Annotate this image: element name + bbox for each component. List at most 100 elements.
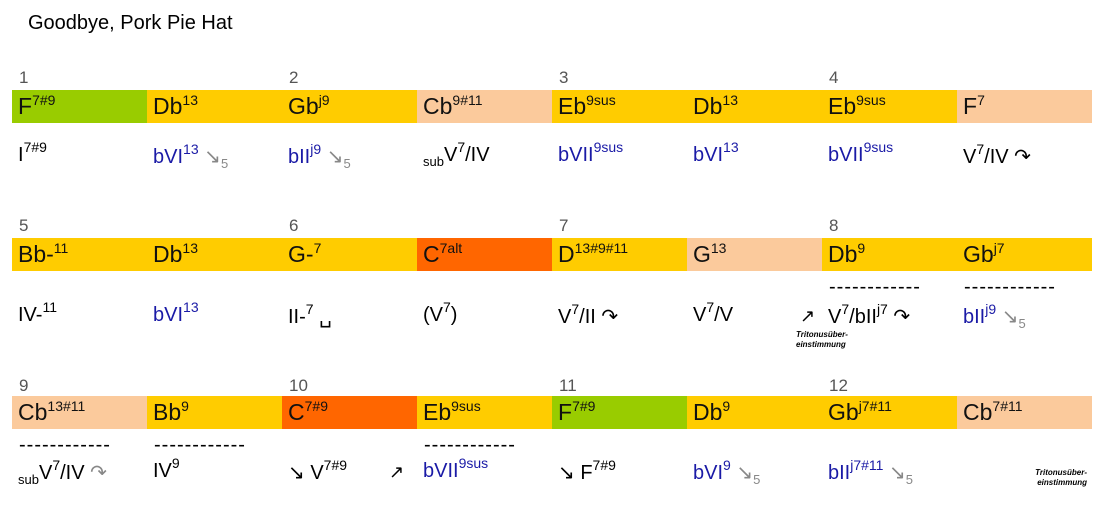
- analysis-superscript: 7: [457, 139, 466, 155]
- chord-root: Eb: [423, 399, 452, 425]
- analysis: IV9: [153, 456, 180, 483]
- chord-root: F: [558, 399, 573, 425]
- bar-number: 7: [559, 216, 569, 235]
- analysis: ↘ F7#9: [558, 457, 616, 485]
- chord-extension: 13: [182, 92, 198, 108]
- analysis-superscript: 9: [171, 455, 180, 471]
- chord-root: C: [288, 399, 305, 425]
- chord-cell: Db9: [687, 396, 822, 429]
- chord: Db13: [147, 238, 282, 271]
- chord-extension: 7#9: [572, 398, 596, 414]
- analysis-text: II-: [288, 306, 306, 328]
- chord-cell: Db9: [822, 238, 957, 271]
- resolution-arrow: ↷: [84, 462, 107, 484]
- analysis-superscript: 13: [183, 141, 199, 157]
- chord-root: Gb: [288, 93, 319, 119]
- resolution-interval: 5: [905, 472, 914, 487]
- bar-number: 3: [559, 68, 569, 87]
- analysis-text: V: [963, 146, 977, 168]
- analysis: V7/V: [693, 300, 734, 327]
- chord-root: Cb: [963, 399, 993, 425]
- analysis-text: ↘ V: [288, 462, 324, 484]
- analysis-text: /II ↷: [579, 306, 619, 328]
- divider-dashes: ------------: [829, 276, 921, 298]
- chord-cell: Db13: [687, 90, 822, 123]
- chord-cell: Eb9sus: [417, 396, 552, 429]
- resolution-interval: 5: [220, 156, 229, 171]
- chord-extension: 7alt: [439, 240, 463, 256]
- chord: Db9: [687, 396, 822, 429]
- analysis-text: bVII: [423, 460, 459, 482]
- analysis-superscript: j9: [310, 141, 322, 157]
- chord-cell: Db13: [147, 90, 282, 123]
- analysis-superscript: 7: [706, 299, 715, 315]
- chord-root: F: [18, 93, 33, 119]
- bar-number: 12: [829, 376, 848, 395]
- chord-cell: Db13: [147, 238, 282, 271]
- chord-root: F: [963, 93, 978, 119]
- resolution-interval: 5: [343, 156, 351, 171]
- chord-extension: 9: [722, 398, 731, 414]
- analysis-text: ): [450, 304, 458, 326]
- analysis-subscript: sub: [423, 154, 444, 169]
- analysis: V7/bIIj7 ↷: [828, 301, 910, 329]
- analysis-text: /V: [714, 304, 734, 326]
- chord-extension: 13: [722, 92, 738, 108]
- chord-cell: Cb7#11: [957, 396, 1092, 429]
- annotation-line: einstimmung: [1037, 478, 1087, 487]
- chord-cell: Gbj7#11: [822, 396, 957, 429]
- chord: Bb-11: [12, 238, 147, 271]
- chord: F7#9: [12, 90, 147, 123]
- chord-root: Bb: [153, 399, 182, 425]
- chord-extension: j7#11: [858, 398, 892, 414]
- bar-number: 8: [829, 216, 839, 235]
- annotation-line: Tritonusüber-: [796, 330, 848, 339]
- analysis: IV-11: [18, 300, 57, 327]
- analysis-text: bII: [288, 146, 311, 168]
- chord: Eb9sus: [552, 90, 687, 123]
- analysis-superscript: 9sus: [458, 455, 489, 471]
- chord-cell: Cb9#11: [417, 90, 552, 123]
- divider-dashes: ------------: [154, 434, 246, 456]
- chord-root: G-: [288, 241, 314, 267]
- chord-root: Eb: [558, 93, 587, 119]
- chord: Gbj7: [957, 238, 1092, 271]
- analysis-text: /bII: [849, 306, 877, 328]
- chord-cell: F7#9: [12, 90, 147, 123]
- chord-extension: 9#11: [452, 92, 483, 108]
- analysis-superscript: 7: [841, 301, 850, 317]
- analysis-superscript: 7#9: [592, 457, 616, 473]
- chord-extension: 11: [53, 240, 69, 256]
- chord-root: G: [693, 241, 711, 267]
- analysis-superscript: 9sus: [863, 139, 894, 155]
- analysis-text: bII: [828, 462, 851, 484]
- chord-root: Gb: [963, 241, 994, 267]
- analysis-text: IV-: [18, 304, 43, 326]
- annotation-line: Tritonusüber-: [1035, 468, 1087, 477]
- chord: F7: [957, 90, 1092, 123]
- chord-cell: G-7: [282, 238, 417, 271]
- analysis-superscript: 9: [723, 457, 731, 473]
- resolution-interval: 5: [753, 472, 761, 487]
- chord-extension: 7: [313, 240, 322, 256]
- chord-cell: Gbj9: [282, 90, 417, 123]
- chord-extension: 9sus: [856, 92, 886, 108]
- bar-number: 2: [289, 68, 299, 87]
- analysis-text: ␣: [313, 306, 332, 328]
- analysis-text: V: [38, 462, 53, 484]
- chord-extension: 7#9: [304, 398, 328, 414]
- chord-extension: 9sus: [586, 92, 616, 108]
- chord: C7alt: [417, 238, 552, 271]
- analysis-text: bVII: [558, 144, 594, 166]
- chord: G-7: [282, 238, 417, 271]
- chord-cell: Cb13#11: [12, 396, 147, 429]
- analysis-text: bVI: [153, 304, 184, 326]
- chord-extension: 9: [857, 240, 866, 256]
- chord: Eb9sus: [417, 396, 552, 429]
- analysis-text: bVI: [693, 144, 724, 166]
- chord: Bb9: [147, 396, 282, 429]
- analysis-text: /IV: [60, 462, 85, 484]
- chord-cell: Gbj7: [957, 238, 1092, 271]
- analysis: bVI9 ↘5: [693, 457, 761, 487]
